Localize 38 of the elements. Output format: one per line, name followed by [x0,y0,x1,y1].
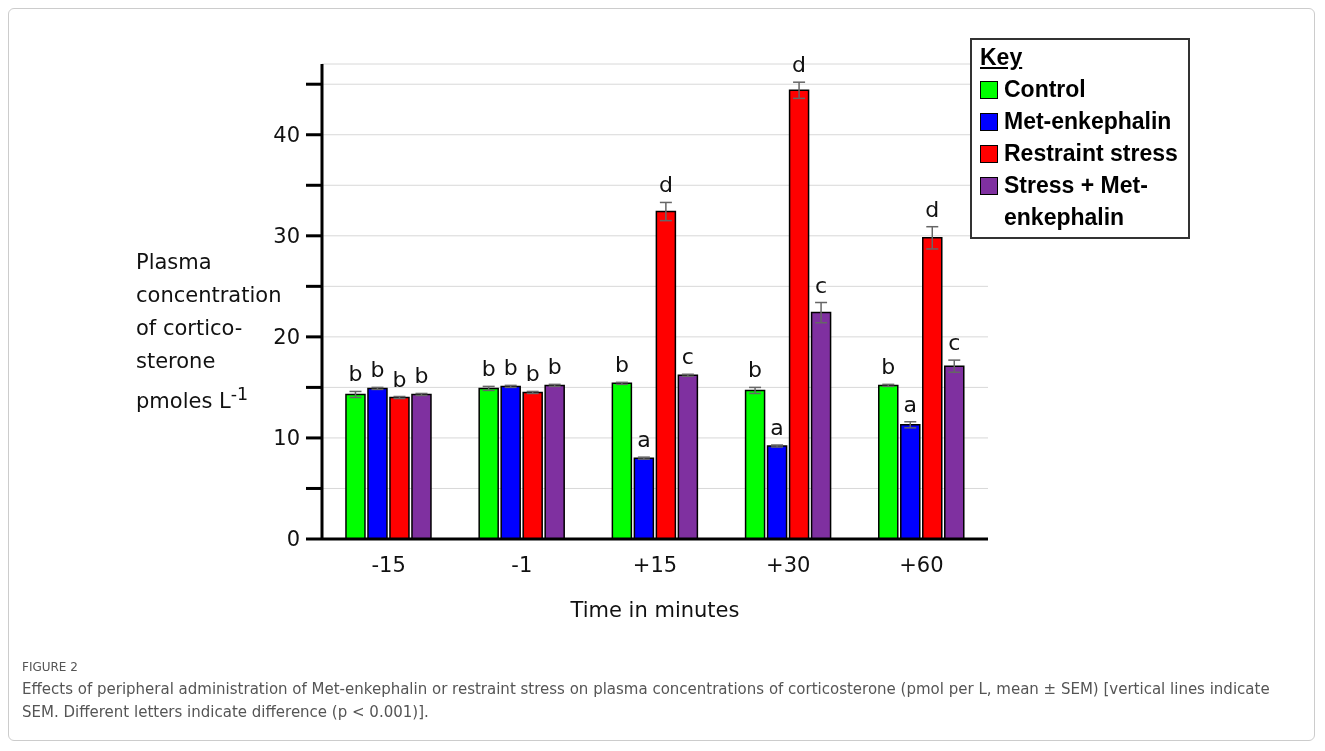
data-label: c [681,344,694,370]
x-tick-label: -15 [371,552,406,577]
y-tick-label: 30 [273,224,300,249]
caption: FIGURE 2 [22,660,78,674]
x-tick-label: +60 [899,552,944,577]
x-tick-label: +15 [632,552,678,577]
x-tick-label: -1 [511,552,533,577]
data-label: b [614,352,629,378]
data-label: b [481,356,496,382]
y-tick-label: 40 [273,123,300,148]
data-label: b [748,357,763,383]
legend-label: Restraint stress [1004,139,1178,168]
legend-label: Met-enkephalin [1004,107,1172,136]
data-label: b [525,361,540,387]
data-label: b [503,355,518,381]
x-axis-title: Time in minutes [569,598,740,622]
y-tick-label: 0 [286,527,300,552]
y-tick-label: 10 [273,426,300,451]
data-label: a [770,415,784,441]
legend-title: Key [980,44,1024,71]
data-label: d [792,52,807,78]
data-label: a [637,427,651,453]
data-label: d [925,196,940,222]
data-label: b [881,354,896,380]
text: Effects of peripheral administration of Met-enkephalin or restraint stress on plasma concentrations of corticosterone (pmol per L, mean ± SEM) [vertical lines indicate SEM. Different letters indicate difference (p < 0.001)]. [22,679,1271,723]
data-label: b [370,357,385,383]
legend-label: Control [1004,75,1086,104]
y-tick-label: 20 [273,325,300,350]
data-label: c [948,330,961,356]
data-label: b [414,363,429,389]
data-label: b [348,361,363,387]
data-label: d [658,172,673,198]
data-label: a [903,391,918,417]
data-label: b [547,354,562,380]
data-label: c [815,272,828,298]
x-tick-label: +30 [766,552,811,577]
legend-label: Stress + Met-enkephalin [1004,171,1149,232]
data-label: b [392,366,407,392]
